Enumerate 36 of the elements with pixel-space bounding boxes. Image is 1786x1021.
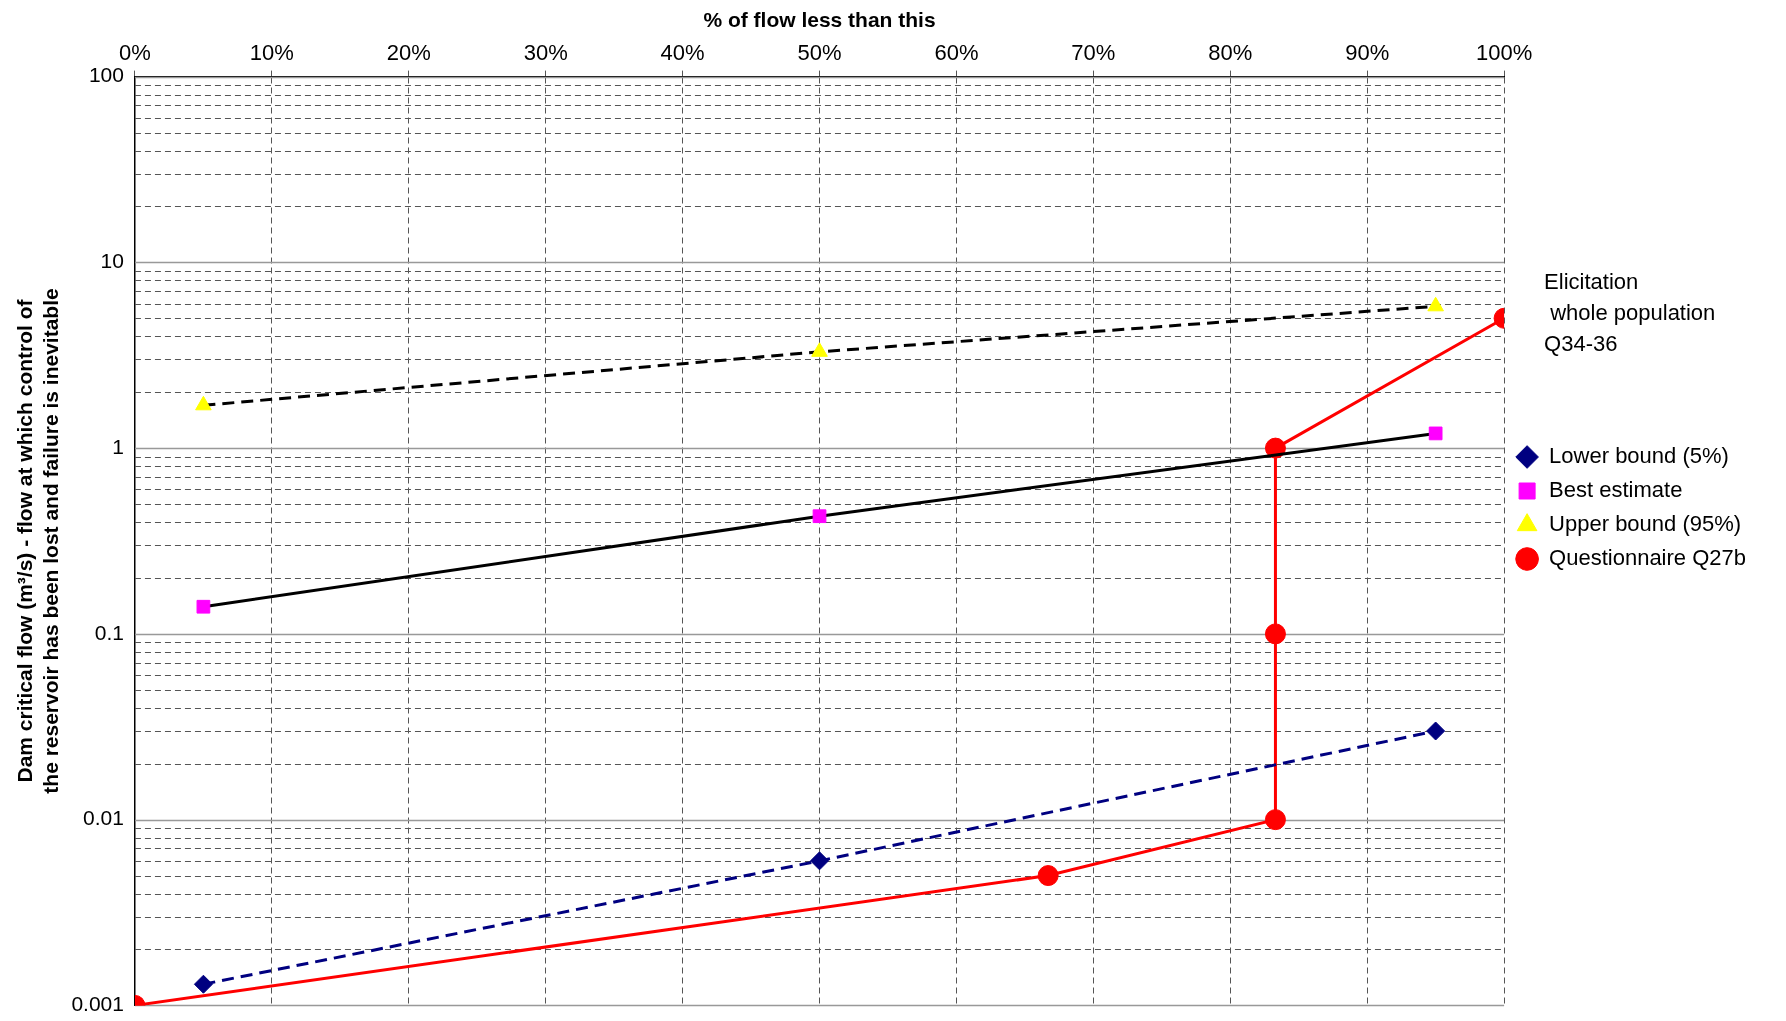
point — [1037, 865, 1059, 887]
point — [1428, 426, 1443, 441]
legend-label: Best estimate — [1549, 477, 1683, 503]
x-tick-label: 30% — [523, 40, 568, 66]
y-tick-label: 1 — [112, 434, 124, 458]
legend-label: Questionnaire Q27b — [1549, 545, 1746, 571]
y-tick-label: 0.1 — [94, 620, 124, 644]
point — [811, 342, 828, 357]
y-tick-label: 100 — [88, 63, 124, 87]
legend-label: Lower bound (5%) — [1549, 443, 1729, 469]
y-tick-label: 10 — [100, 249, 124, 273]
point — [1264, 623, 1286, 645]
point — [1427, 296, 1444, 312]
x-tick-label: 10% — [249, 40, 294, 66]
x-tick-label: 90% — [1345, 40, 1390, 66]
point — [812, 509, 827, 524]
point — [1426, 721, 1446, 741]
x-tick-label: 70% — [1071, 40, 1116, 66]
point — [193, 974, 213, 994]
point — [1264, 809, 1286, 831]
x-tick-label: 80% — [1208, 40, 1253, 66]
y-tick-label: 0.01 — [83, 806, 124, 830]
text: Elicitation whole population Q34-36 — [1544, 268, 1716, 356]
x-tick-label: 0% — [119, 40, 151, 66]
point — [810, 851, 830, 871]
y-axis-title: Dam critical flow (m³/s) - flow at which control of the reservoir has been lost and failure is inevitable — [13, 288, 62, 794]
y-tick-label: 0.001 — [71, 992, 124, 1016]
legend-label: Upper bound (95%) — [1549, 511, 1742, 537]
x-tick-label: 20% — [386, 40, 431, 66]
point — [195, 395, 212, 411]
x-tick-label: 50% — [797, 40, 842, 66]
x-tick-label: 60% — [934, 40, 979, 66]
x-tick-label: 40% — [660, 40, 705, 66]
x-tick-label: 100% — [1475, 40, 1533, 66]
point — [196, 599, 211, 614]
x-axis-title: % of flow less than this — [703, 8, 936, 32]
